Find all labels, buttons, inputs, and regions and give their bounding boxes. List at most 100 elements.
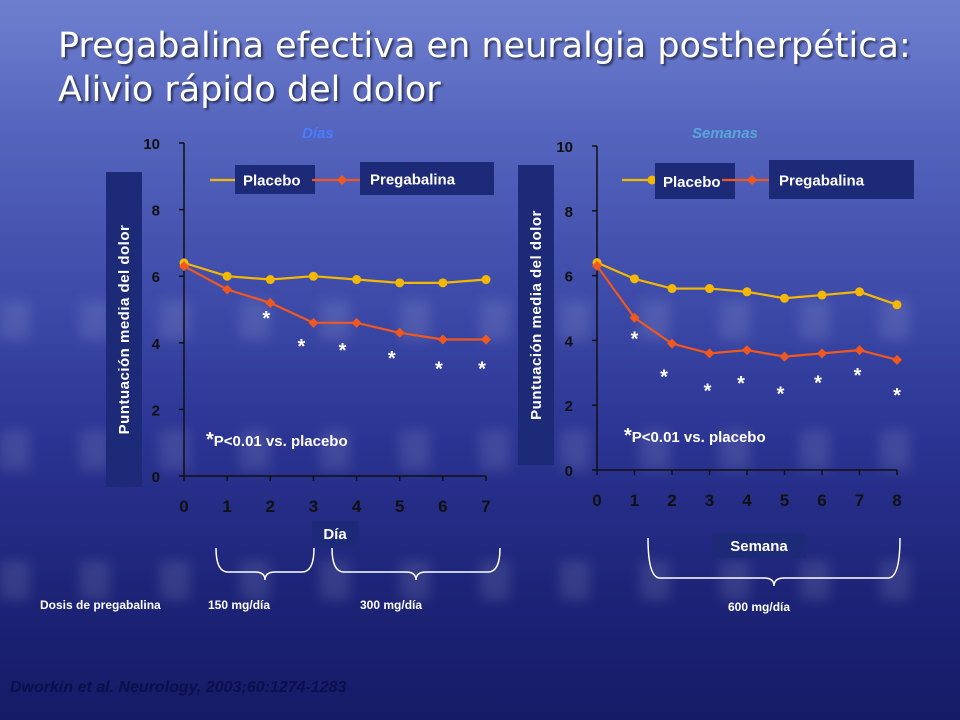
brace-150 — [215, 547, 315, 581]
x-tick-label: 0 — [592, 491, 601, 510]
ylabel: Puntuación media del dolor — [116, 225, 133, 435]
pregabalina-point — [265, 297, 276, 308]
x-tick-label: 4 — [352, 497, 362, 516]
placebo-point — [705, 284, 714, 294]
y-tick-label: 4 — [152, 336, 161, 353]
significance-asterisk: * — [298, 336, 306, 358]
chart-title: Semanas — [692, 125, 758, 142]
legend-placebo-label: Placebo — [663, 174, 721, 191]
legend-pregabalina-label: Pregabalina — [370, 172, 456, 189]
dose-150: 150 mg/día — [208, 598, 270, 612]
y-tick-label: 2 — [565, 398, 573, 415]
significance-asterisk: * — [435, 358, 443, 380]
significance-asterisk: * — [388, 348, 396, 370]
pregabalina-point — [892, 354, 902, 365]
y-tick-label: 4 — [565, 333, 574, 350]
pregabalina-point — [222, 284, 233, 295]
pregabalina-point — [481, 334, 491, 345]
x-tick-label: 2 — [266, 497, 275, 516]
placebo-point — [630, 274, 639, 284]
x-tick-label: 8 — [892, 491, 901, 510]
placebo-point — [817, 290, 827, 300]
significance-asterisk: * — [478, 358, 486, 380]
legend-placebo-box — [235, 165, 315, 194]
x-tick-label: 4 — [742, 491, 752, 510]
pregabalina-point — [779, 351, 790, 362]
pregabalina-point — [704, 348, 715, 359]
placebo-point — [855, 287, 864, 297]
significance-asterisk: * — [814, 372, 822, 394]
brace-300 — [331, 547, 501, 581]
significance-note-asterisk: * — [206, 429, 214, 451]
dose-600: 600 mg/día — [728, 600, 790, 614]
significance-note: *P<0.01 vs. placebo — [206, 429, 348, 451]
y-tick-label: 8 — [565, 204, 573, 221]
pregabalina-point — [854, 345, 865, 356]
y-tick-label: 0 — [152, 469, 160, 486]
significance-asterisk: * — [893, 385, 901, 407]
brace-600 — [647, 537, 901, 587]
pregabalina-point — [437, 334, 448, 345]
legend-placebo-box — [655, 163, 735, 199]
placebo-point — [308, 271, 318, 281]
ylabel-box — [518, 165, 554, 465]
chart-1: Días Puntuación media del dolor 0 2 4 6 8 10 0 1 2… — [106, 125, 494, 546]
y-tick-label: 2 — [152, 402, 160, 419]
slide-title: Pregabalina efectiva en neuralgia posthe… — [58, 24, 958, 112]
significance-note-text: P<0.01 vs. placebo — [632, 429, 766, 446]
placebo-point — [481, 275, 491, 285]
significance-asterisk: * — [262, 308, 270, 330]
pregabalina-point — [629, 312, 640, 323]
legend-placebo-marker — [647, 175, 657, 185]
series-line-pregabalina — [183, 265, 486, 341]
legend-pregabalina-box — [769, 160, 914, 199]
significance-note: *P<0.01 vs. placebo — [624, 425, 766, 447]
pregabalina-point — [592, 260, 602, 271]
xlabel-box — [312, 521, 358, 546]
pregabalina-point — [351, 317, 362, 328]
y-tick-label: 6 — [565, 269, 573, 286]
pregabalina-point — [742, 345, 752, 356]
x-tick-label: 7 — [855, 491, 864, 510]
x-tick-label: 6 — [438, 497, 447, 516]
y-tick-label: 8 — [152, 203, 160, 220]
dosing-label: Dosis de pregabalina — [40, 598, 161, 612]
placebo-point — [667, 284, 677, 294]
pregabalina-point — [179, 261, 189, 272]
x-tick-label: 7 — [481, 497, 490, 516]
dose-300: 300 mg/día — [360, 598, 422, 612]
ylabel: Puntuación media del dolor — [528, 210, 545, 420]
slide-title-line2: Alivio rápido del dolor — [58, 70, 441, 110]
x-tick-label: 3 — [705, 491, 714, 510]
slide-title-line1: Pregabalina efectiva en neuralgia posthe… — [58, 26, 911, 66]
series-line-placebo — [596, 261, 898, 306]
significance-asterisk: * — [737, 373, 745, 395]
x-tick-label: 1 — [222, 497, 231, 516]
series-line-placebo — [183, 261, 487, 284]
placebo-point — [780, 293, 789, 303]
chart-title: Días — [302, 125, 334, 142]
placebo-point — [395, 278, 405, 288]
pregabalina-point — [817, 348, 827, 359]
x-tick-label: 1 — [630, 491, 639, 510]
xlabel-box — [712, 533, 806, 558]
significance-note-asterisk: * — [624, 425, 632, 447]
legend-pregabalina-label: Pregabalina — [779, 173, 865, 190]
significance-asterisk: * — [660, 367, 668, 389]
pregabalina-point — [308, 317, 319, 328]
ylabel-box — [106, 172, 142, 487]
y-tick-label: 10 — [143, 136, 160, 153]
x-tick-label: 3 — [309, 497, 318, 516]
x-tick-label: 5 — [780, 491, 789, 510]
placebo-point — [438, 278, 448, 288]
significance-asterisk: * — [631, 329, 639, 351]
xlabel: Semana — [730, 538, 788, 555]
legend-pregabalina-marker — [747, 175, 757, 185]
legend-pregabalina-marker — [337, 175, 347, 185]
placebo-point — [222, 271, 232, 281]
x-tick-label: 6 — [817, 491, 826, 510]
xlabel: Día — [323, 526, 347, 543]
legend-placebo-label: Placebo — [243, 173, 301, 190]
y-tick-label: 6 — [152, 269, 160, 286]
